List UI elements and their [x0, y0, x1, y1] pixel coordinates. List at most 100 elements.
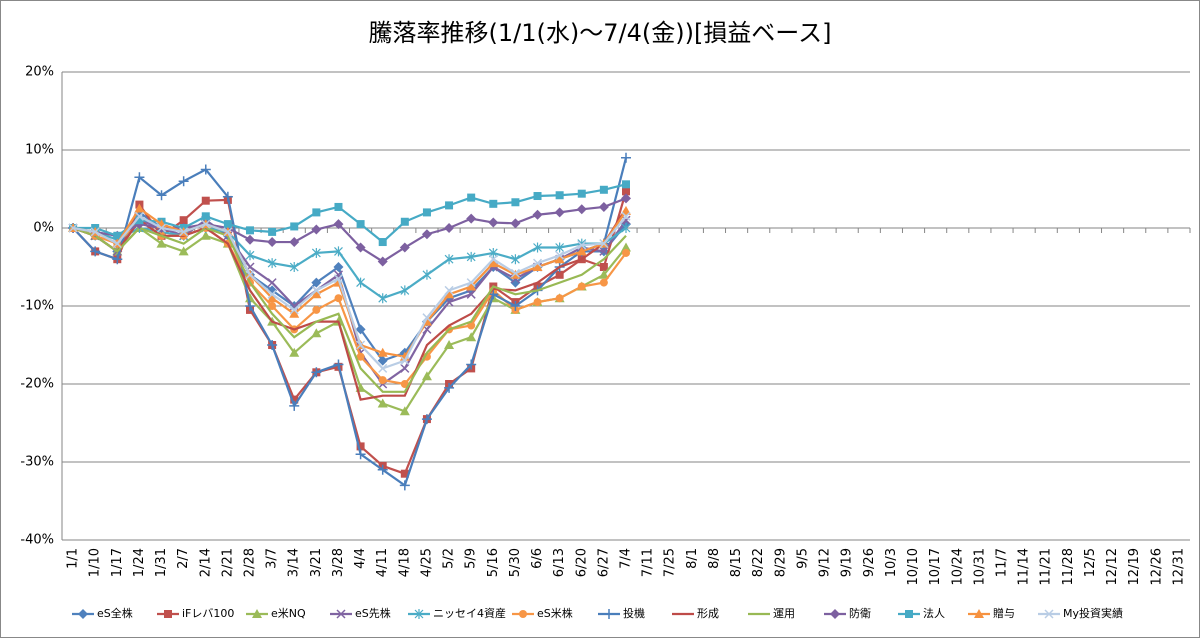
x-tick-label: 7/11	[641, 548, 656, 577]
marker	[356, 340, 366, 350]
marker	[519, 610, 527, 618]
marker	[533, 298, 542, 307]
x-tick-label: 2/14	[198, 548, 213, 577]
marker	[555, 250, 565, 260]
marker	[333, 270, 344, 280]
marker	[245, 234, 255, 245]
marker	[222, 191, 233, 202]
x-tick-label: 9/26	[862, 548, 877, 577]
marker	[268, 302, 277, 310]
marker	[400, 380, 409, 388]
marker	[179, 216, 188, 225]
x-tick-label: 1/17	[110, 548, 125, 577]
marker	[311, 224, 322, 235]
legend-label: iFレバ100	[182, 607, 234, 620]
marker	[621, 205, 631, 215]
x-tick-label: 8/8	[707, 548, 722, 569]
marker	[421, 371, 432, 381]
x-tick-label: 11/7	[995, 548, 1010, 577]
y-tick-label: -40%	[20, 533, 54, 548]
legend-label: 投機	[623, 606, 645, 620]
y-tick-label: -30%	[20, 455, 54, 470]
marker	[1044, 609, 1054, 619]
marker	[134, 203, 145, 213]
marker	[399, 242, 410, 253]
marker	[444, 382, 455, 393]
marker	[554, 207, 565, 218]
marker	[334, 202, 343, 211]
marker	[312, 305, 321, 314]
marker	[378, 238, 387, 247]
x-tick-label: 2/7	[176, 548, 191, 569]
marker	[334, 294, 343, 303]
series-line	[72, 207, 627, 401]
marker	[555, 191, 564, 200]
marker	[113, 231, 122, 240]
legend: eS全株 iFレバ100 e米NQ eS先株 ニッセイ4資産 eS米株 投機 形成 運用 防衛 法人…	[72, 606, 1123, 620]
marker	[311, 277, 322, 288]
x-tick-label: 4/25	[419, 548, 434, 577]
marker	[622, 180, 630, 189]
y-tick-label: -10%	[20, 299, 54, 314]
marker	[400, 217, 409, 226]
marker	[400, 363, 410, 373]
marker	[164, 610, 172, 618]
marker	[974, 609, 984, 618]
marker	[414, 609, 424, 619]
x-tick-label: 2/21	[220, 548, 235, 577]
marker	[467, 321, 476, 330]
marker	[599, 278, 608, 287]
marker	[488, 217, 499, 228]
marker	[533, 192, 542, 201]
marker	[268, 227, 277, 236]
marker	[267, 237, 278, 248]
marker	[400, 285, 410, 296]
marker	[333, 274, 344, 284]
x-tick-label: 9/19	[840, 548, 855, 577]
series	[72, 226, 627, 393]
x-tick-label: 7/4	[619, 548, 634, 569]
marker	[444, 289, 455, 299]
marker	[223, 220, 232, 229]
marker	[355, 449, 366, 460]
legend-label: 贈与	[993, 606, 1015, 620]
x-tick-label: 6/20	[574, 548, 589, 577]
marker	[356, 352, 365, 361]
marker	[311, 367, 322, 378]
marker	[156, 238, 167, 248]
marker	[466, 332, 477, 342]
x-tick-label: 3/21	[309, 548, 324, 577]
x-tick-label: 11/28	[1061, 548, 1076, 585]
marker	[466, 289, 476, 299]
marker	[577, 282, 586, 291]
legend-label: ニッセイ4資産	[433, 607, 506, 620]
marker	[201, 219, 211, 229]
marker	[598, 269, 609, 279]
legend-label: e米NQ	[271, 607, 306, 620]
marker	[356, 220, 365, 229]
marker	[378, 376, 387, 385]
marker	[444, 285, 454, 295]
marker	[333, 219, 344, 230]
marker	[245, 250, 255, 261]
marker	[555, 242, 565, 253]
marker	[466, 278, 476, 288]
x-tick-label: 12/5	[1083, 548, 1098, 577]
marker	[68, 223, 78, 233]
x-tick-label: 6/13	[552, 548, 567, 577]
marker	[510, 301, 521, 311]
legend-label: 形成	[697, 607, 719, 620]
marker	[532, 209, 543, 220]
marker	[355, 324, 366, 335]
x-tick-label: 4/11	[375, 548, 390, 577]
marker	[377, 355, 388, 366]
marker	[134, 211, 144, 221]
marker	[356, 442, 365, 451]
marker	[377, 398, 388, 408]
marker	[511, 198, 520, 207]
marker	[311, 285, 321, 295]
marker	[201, 196, 210, 205]
marker	[289, 347, 300, 357]
marker	[466, 359, 477, 370]
